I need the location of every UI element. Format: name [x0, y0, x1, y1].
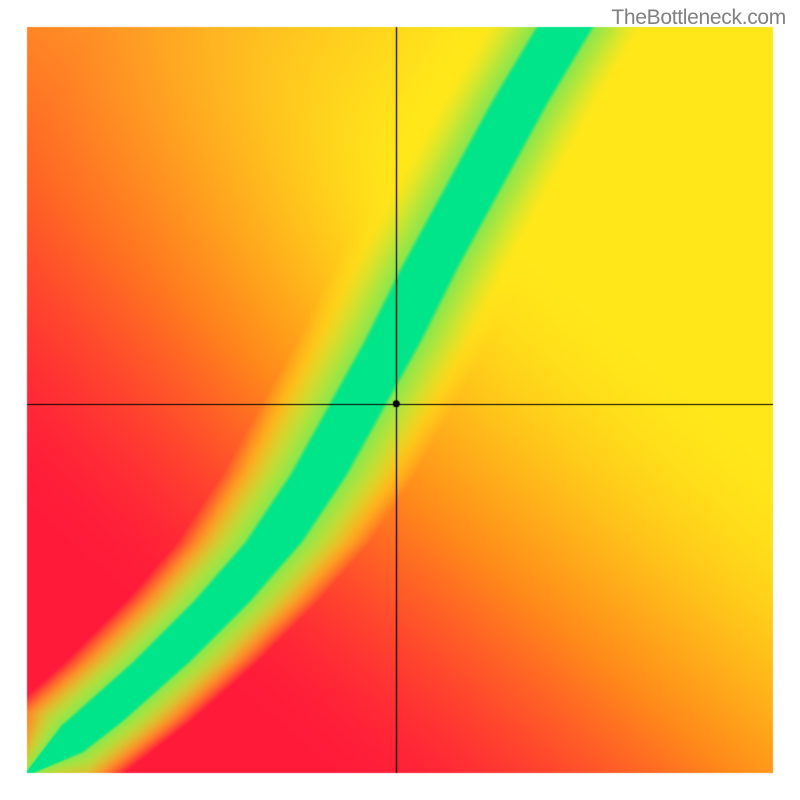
watermark-text: TheBottleneck.com — [611, 6, 786, 30]
bottleneck-heatmap — [0, 0, 800, 800]
